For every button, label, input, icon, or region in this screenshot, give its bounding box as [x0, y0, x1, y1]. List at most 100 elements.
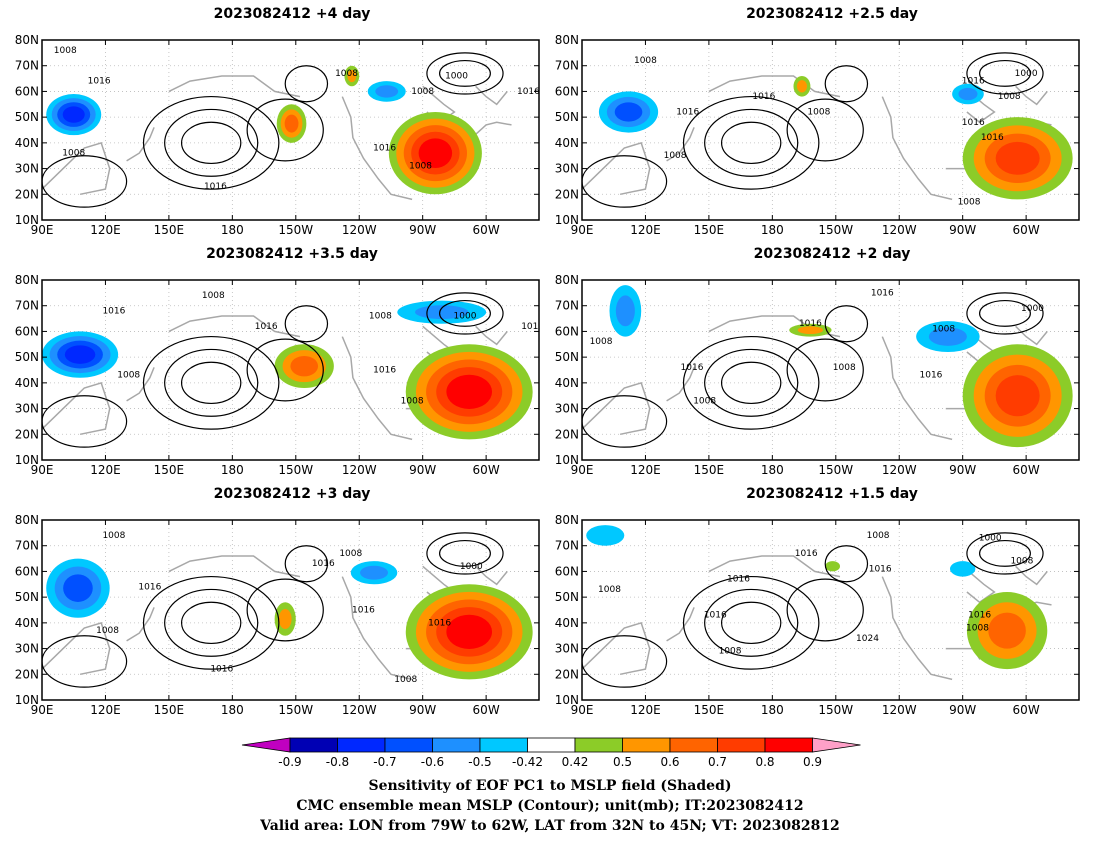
colorbar-label: 0.8	[755, 755, 774, 769]
isobar-contour	[966, 292, 1044, 335]
colorbar: -0.9 -0.8 -0.7 -0.6 -0.5 -0.42 0.42 0.5 0.6 0.7 0.…	[241, 737, 861, 769]
contour-label: 1016	[373, 366, 396, 376]
contour-label: 1008	[807, 108, 830, 118]
isobar-contour	[682, 335, 820, 430]
y-tick-label: 80N	[15, 513, 39, 527]
x-tick-label: 150E	[154, 223, 185, 237]
contour-label: 1016	[88, 77, 111, 87]
map-panel-5: 1008 1008 1016 1000 1016 1016 1016 1008 1016 1008…	[15, 513, 540, 717]
isobar-contour	[966, 52, 1044, 95]
contour-label: 1008	[1010, 557, 1033, 567]
contour-label: 1008	[719, 647, 742, 657]
x-tick-label: 90W	[409, 223, 436, 237]
coastline	[475, 325, 508, 346]
contour-label: 1016	[428, 618, 451, 628]
map-frame	[41, 39, 540, 221]
contour-label: 1016	[962, 77, 985, 87]
x-tick-label: 150E	[694, 223, 725, 237]
contour-label: 1016	[676, 108, 699, 118]
coastline	[582, 141, 651, 196]
contour-label: 1008	[664, 151, 687, 161]
isobar-contour	[246, 578, 324, 642]
x-tick-label: 150E	[694, 703, 725, 717]
x-tick-label: 120W	[342, 463, 377, 477]
y-tick-label: 70N	[15, 59, 39, 73]
colorbar-segment	[479, 737, 528, 753]
colorbar-label: 0.7	[708, 755, 727, 769]
x-tick-label: 120W	[342, 223, 377, 237]
positive-sensitivity-region	[988, 612, 1026, 649]
y-tick-label: 30N	[555, 402, 579, 416]
coastline	[582, 621, 651, 676]
x-tick-label: 150E	[154, 463, 185, 477]
y-tick-label: 50N	[15, 350, 39, 364]
contour-label: 1008	[590, 337, 613, 347]
contour-label: 1016	[373, 144, 396, 154]
contour-label: 1016	[312, 559, 335, 569]
contour-label: 1000	[445, 72, 468, 82]
x-tick-label: 90E	[31, 463, 54, 477]
map-frame	[581, 39, 1080, 221]
y-tick-label: 70N	[555, 59, 579, 73]
isobar-contour	[786, 98, 864, 162]
contour-label: 1008	[634, 56, 657, 66]
y-tick-label: 80N	[15, 273, 39, 287]
isobar-contour	[246, 98, 324, 162]
coastline	[666, 367, 695, 402]
y-tick-label: 20N	[15, 667, 39, 681]
contour-label: 1016	[968, 611, 991, 621]
positive-sensitivity-region	[995, 141, 1040, 175]
y-tick-label: 50N	[555, 110, 579, 124]
contour-label: 1000	[1015, 69, 1038, 79]
y-tick-label: 80N	[555, 273, 579, 287]
y-tick-label: 80N	[555, 513, 579, 527]
x-tick-label: 120E	[630, 223, 661, 237]
isobar-contour	[42, 635, 128, 688]
y-tick-label: 10N	[15, 453, 39, 467]
isobar-contour	[180, 121, 242, 165]
x-tick-label: 60W	[473, 223, 500, 237]
x-tick-label: 150E	[694, 463, 725, 477]
coastline	[126, 367, 155, 402]
panel-title-4: 2023082412 +2 day	[753, 246, 911, 262]
x-tick-label: 90W	[409, 703, 436, 717]
coastline	[42, 381, 111, 436]
x-tick-label: 180	[761, 703, 784, 717]
y-tick-label: 50N	[555, 350, 579, 364]
contour-label: 1016	[920, 371, 943, 381]
isobar-contour	[180, 361, 242, 405]
x-tick-label: 150W	[278, 703, 313, 717]
colorbar-right-arrow	[812, 737, 861, 753]
map-frame	[581, 279, 1080, 461]
contour-label: 1024	[856, 634, 879, 644]
x-tick-label: 90W	[949, 223, 976, 237]
y-tick-label: 30N	[555, 162, 579, 176]
y-tick-label: 40N	[555, 616, 579, 630]
colorbar-label: -0.5	[468, 755, 491, 769]
y-tick-label: 70N	[15, 299, 39, 313]
colorbar-label: 0.6	[660, 755, 679, 769]
contour-label: 1016	[138, 582, 161, 592]
coastline	[881, 336, 953, 441]
y-tick-label: 30N	[15, 162, 39, 176]
negative-sensitivity-region	[958, 87, 978, 101]
y-tick-label: 40N	[15, 136, 39, 150]
coastline	[666, 127, 695, 162]
map-frame	[581, 519, 1080, 701]
contour-label: 1008	[598, 585, 621, 595]
contour-label: 1000	[460, 562, 483, 572]
contour-label: 1016	[517, 87, 540, 97]
contour-label: 1016	[752, 92, 775, 102]
y-tick-label: 40N	[15, 376, 39, 390]
coastline	[962, 565, 996, 604]
isobar-contour	[142, 95, 280, 190]
coastline	[42, 141, 111, 196]
panel-title-2: 2023082412 +2.5 day	[746, 6, 918, 22]
isobar-contour	[682, 575, 820, 670]
positive-sensitivity-region	[290, 355, 319, 377]
x-tick-label: 90W	[409, 463, 436, 477]
contour-label: 1000	[454, 312, 477, 322]
coastline	[168, 315, 301, 338]
